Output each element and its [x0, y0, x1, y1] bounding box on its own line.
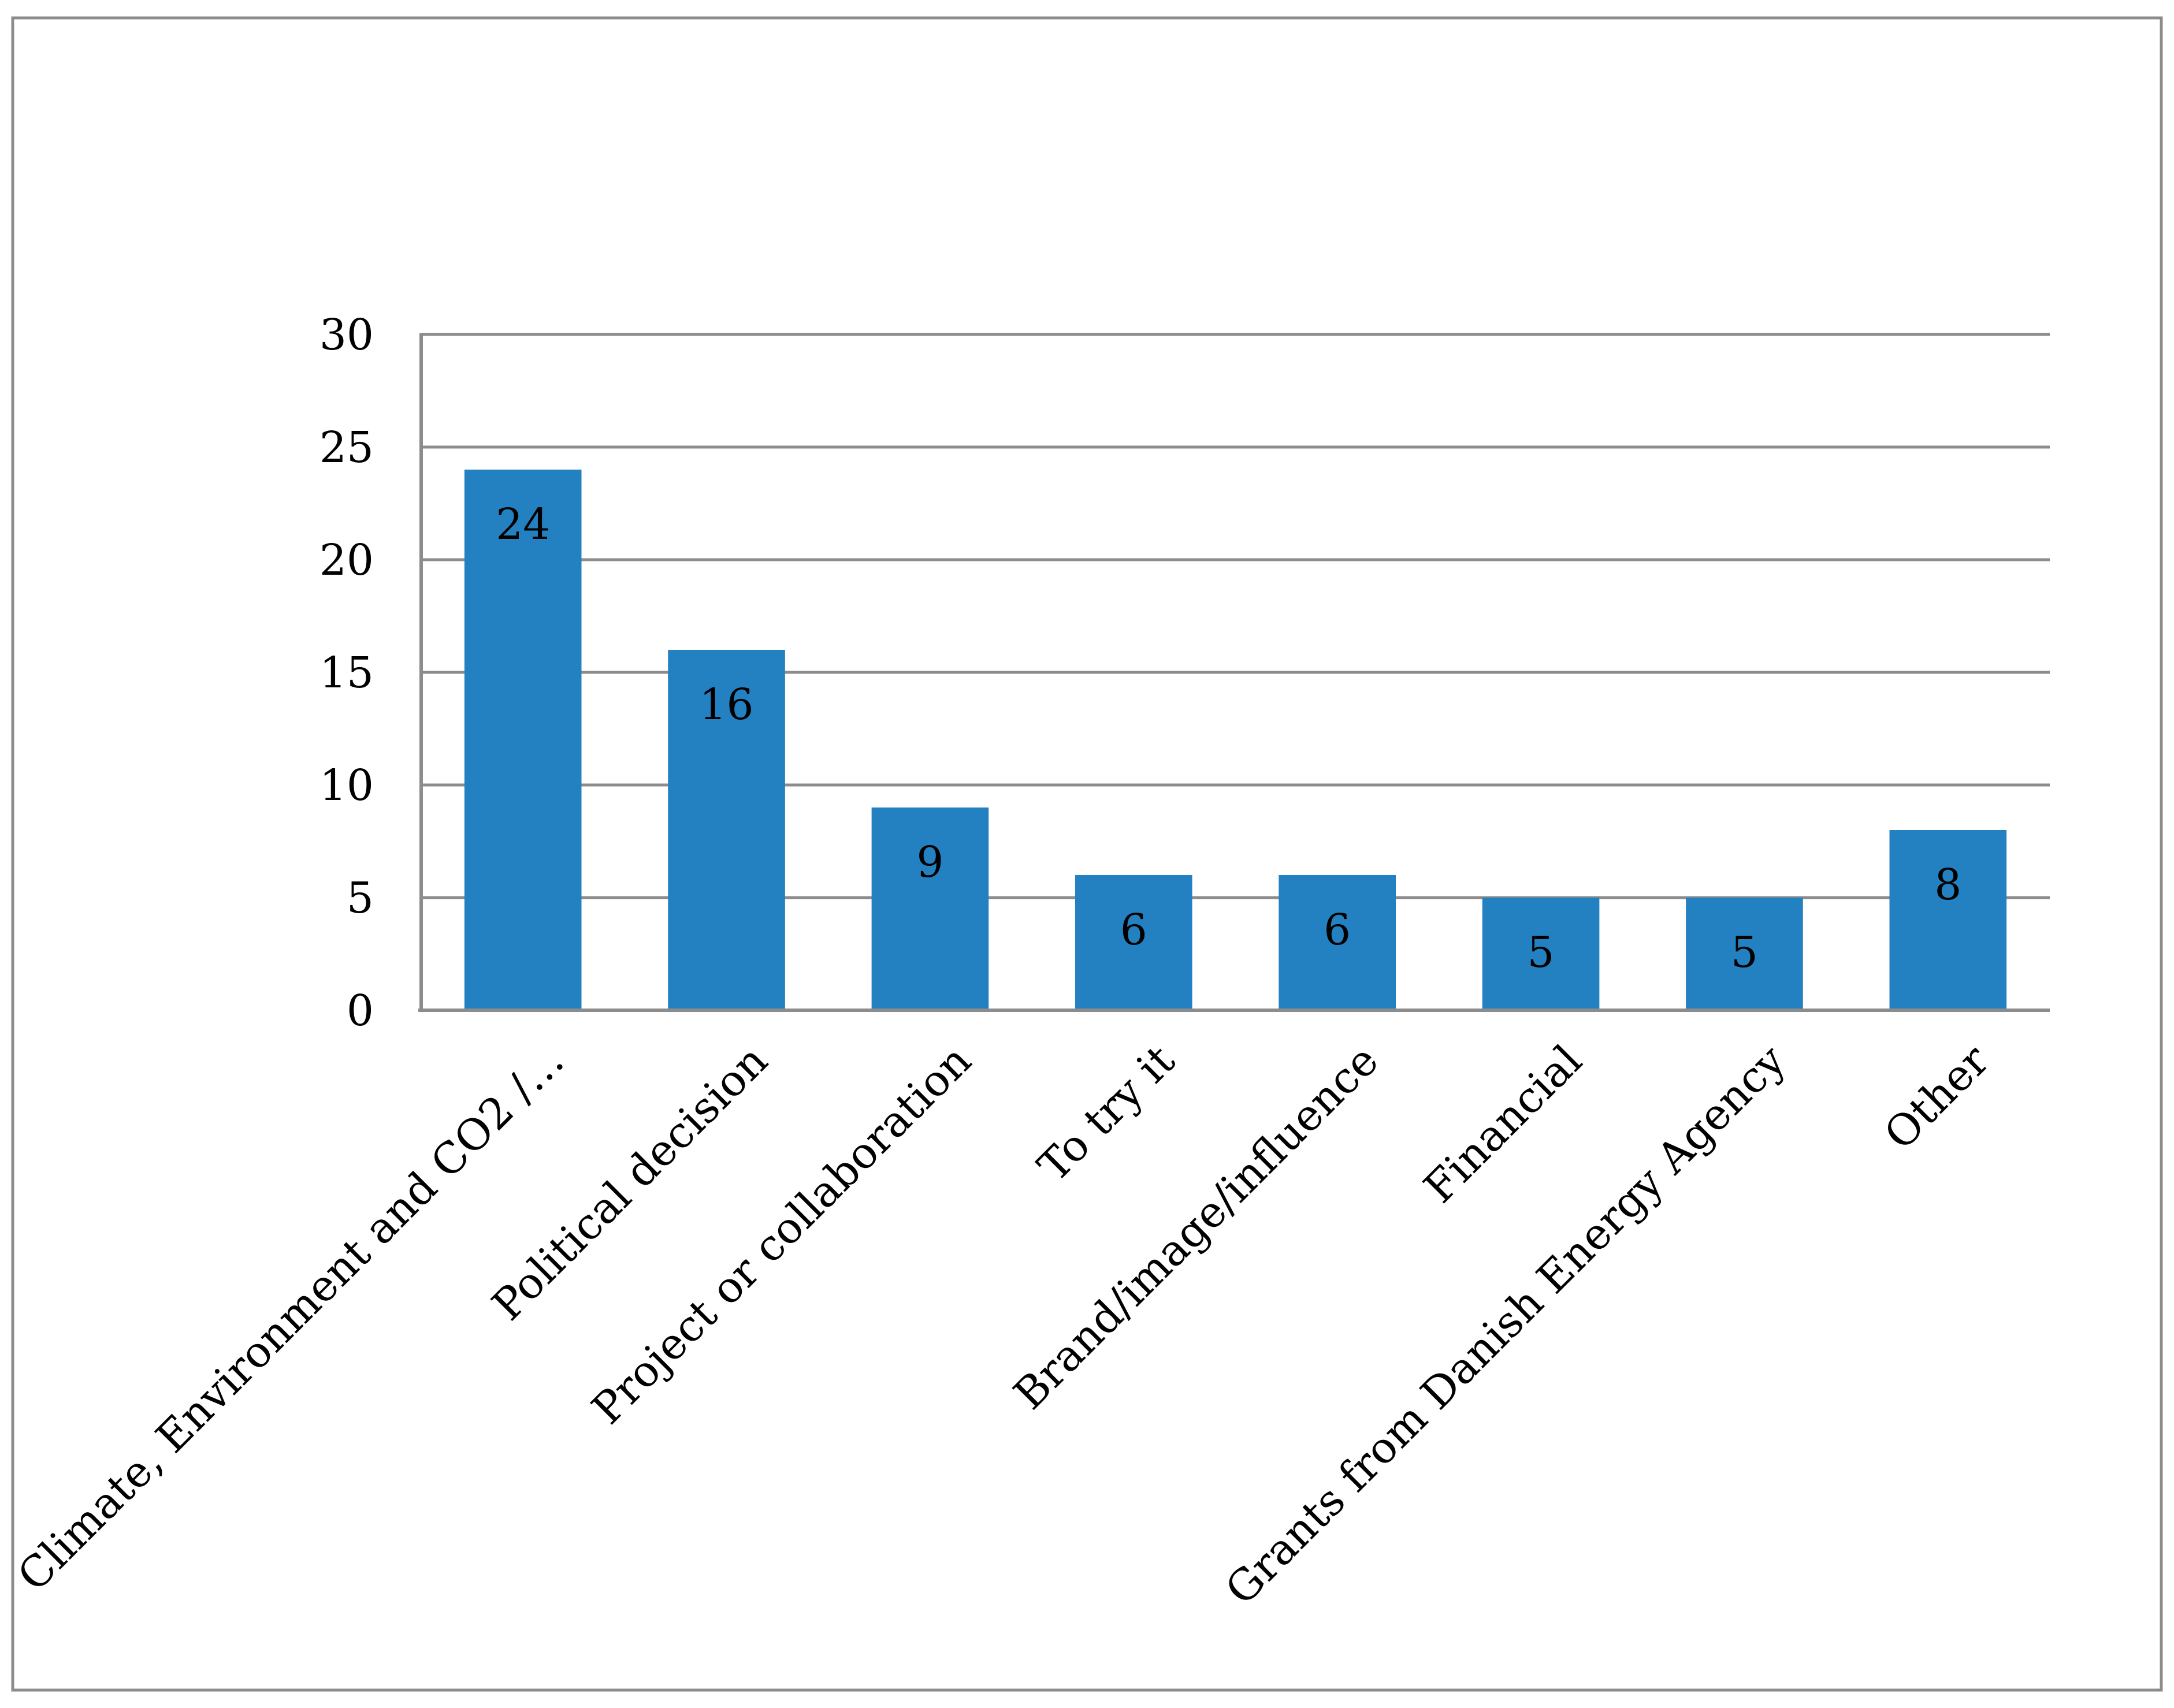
data-label: 5	[1731, 928, 1758, 977]
bar	[1889, 830, 2007, 1010]
y-tick-label: 10	[319, 761, 374, 810]
data-label: 24	[496, 500, 550, 549]
y-tick-label: 30	[319, 310, 374, 360]
y-tick-label: 25	[319, 423, 374, 472]
bar	[668, 650, 785, 1010]
y-tick-label: 5	[347, 873, 374, 923]
bar	[1482, 898, 1600, 1010]
bar	[871, 808, 989, 1010]
data-label: 8	[1934, 860, 1961, 910]
y-axis-ticks: 0 5 10 15 20 25 30	[319, 310, 374, 1036]
bar	[464, 470, 582, 1010]
data-label: 5	[1528, 928, 1555, 977]
data-label: 6	[1324, 905, 1351, 955]
bars	[464, 470, 2007, 1010]
data-labels: 24 16 9 6 6 5 5 8	[496, 500, 1961, 977]
bar	[1279, 875, 1396, 1010]
data-label: 9	[916, 838, 943, 887]
y-tick-label: 0	[347, 986, 374, 1036]
chart-border	[11, 16, 2163, 1692]
y-tick-label: 15	[319, 648, 374, 698]
bar	[1075, 875, 1192, 1010]
data-label: 16	[699, 680, 753, 730]
data-label: 6	[1120, 905, 1147, 955]
bar	[1686, 898, 1803, 1010]
axes	[418, 333, 2050, 1012]
y-tick-label: 20	[319, 535, 374, 585]
